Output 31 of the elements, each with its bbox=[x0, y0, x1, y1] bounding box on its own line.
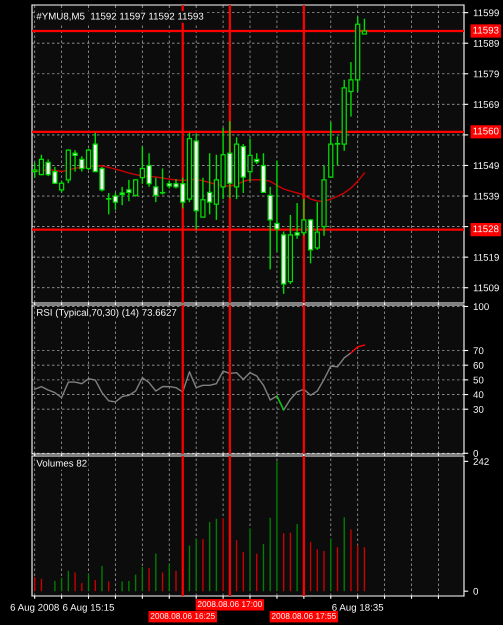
y-tick-label: 11599 bbox=[474, 9, 499, 16]
ref-line-label: 11593 bbox=[473, 26, 499, 34]
ref-line-label: 11560 bbox=[473, 128, 499, 134]
line-series bbox=[34, 352, 352, 411]
y-tick-label: 0 bbox=[473, 588, 478, 595]
y-tick-label: 11509 bbox=[474, 284, 499, 292]
y-tick-label: 11549 bbox=[474, 162, 499, 170]
y-tick-label: 100 bbox=[474, 303, 489, 310]
y-tick-label: 40 bbox=[473, 391, 484, 398]
y-tick-label: 11579 bbox=[474, 70, 499, 78]
y-tick-label: 50 bbox=[473, 376, 484, 384]
y-tick-label: 11519 bbox=[474, 254, 499, 261]
ref-line-label: 11528 bbox=[473, 225, 499, 232]
candlestick bbox=[274, 160, 280, 252]
x-tick-label: 6 Aug 18:35 bbox=[332, 604, 384, 613]
y-tick-label: 11589 bbox=[474, 40, 499, 47]
y-tick-label: 60 bbox=[474, 362, 484, 369]
y-tick-label: 0 bbox=[473, 450, 478, 457]
y-tick-label: 30 bbox=[473, 406, 484, 413]
y-tick-label: 11569 bbox=[474, 101, 499, 108]
chart-title: RSI (Typical,70,30) (14) 73.6627 bbox=[37, 308, 176, 318]
y-tick-label: 242 bbox=[474, 458, 489, 465]
chart-title: Volumes 82 bbox=[36, 460, 87, 467]
x-tick-label: 6 Aug 15:15 bbox=[63, 604, 114, 613]
text: #YMU8,M5 11592 11597 11592 11593 bbox=[36, 12, 204, 21]
x-tick-label: 6 Aug 2008 bbox=[10, 604, 59, 613]
y-tick-label: 11539 bbox=[474, 192, 499, 200]
ref-line-label: 2008.08.06 16:25 bbox=[150, 613, 215, 619]
ref-line-label: 2008.08.06 17:55 bbox=[272, 613, 336, 619]
ref-line-label: 2008.08.06 17:00 bbox=[198, 601, 262, 608]
y-tick-label: 70 bbox=[474, 347, 484, 354]
